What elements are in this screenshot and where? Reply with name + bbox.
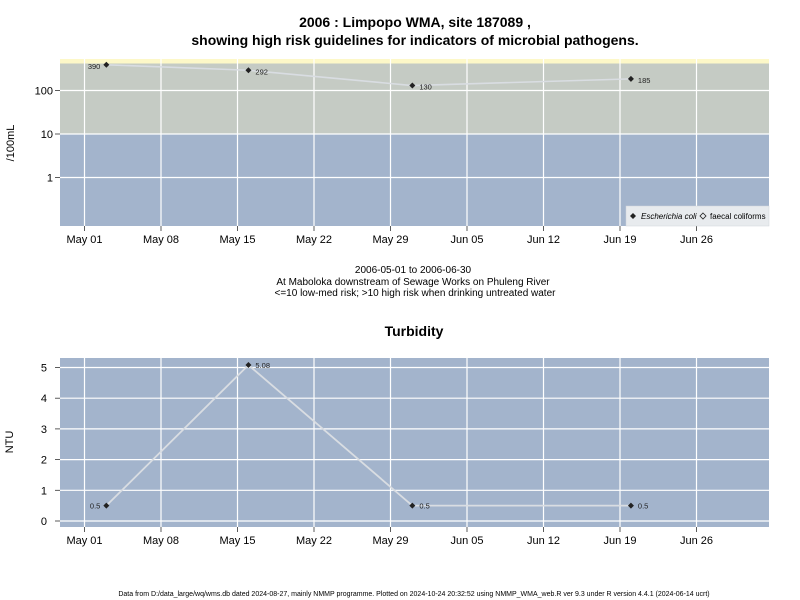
turbidity-data-label-3: 0.5 bbox=[638, 502, 648, 511]
turbidity-panel: 0 1 2 3 4 5 May 01 May 08 May 15 May 22 May 29 Jun… bbox=[4, 358, 769, 547]
microbial-legend: Escherichia coli faecal coliforms bbox=[625, 205, 770, 227]
high-risk-band bbox=[60, 63, 769, 134]
turbidity-point-1 bbox=[245, 362, 252, 369]
microbial-xtick-label-6: Jun 12 bbox=[527, 234, 560, 246]
footer-note: Data from D:/data_large/wq/wms.db dated … bbox=[118, 591, 709, 598]
microbial-xtick-label-4: May 29 bbox=[372, 234, 408, 246]
ecoli-point-1 bbox=[245, 67, 252, 74]
microbial-xtick-label-7: Jun 19 bbox=[603, 234, 636, 246]
ecoli-point-0 bbox=[103, 61, 110, 68]
turbidity-line bbox=[105, 363, 631, 507]
microbial-xtick-label-8: Jun 26 bbox=[680, 234, 713, 246]
caption-risk-note: <=10 low-med risk; >10 high risk when dr… bbox=[275, 288, 557, 299]
caption-location: At Maboloka downstream of Sewage Works o… bbox=[276, 277, 550, 288]
turbidity-title: Turbidity bbox=[385, 323, 444, 339]
turbidity-y-axis: 0 1 2 3 4 5 bbox=[41, 363, 60, 528]
turbidity-gridlines bbox=[60, 358, 769, 527]
turbidity-ytick-label-2: 2 bbox=[41, 455, 47, 467]
turbidity-xtick-label-4: May 29 bbox=[372, 535, 408, 547]
microbial-xtick-label-1: May 08 bbox=[143, 234, 179, 246]
turbidity-point-3 bbox=[627, 502, 634, 509]
turbidity-xtick-label-8: Jun 26 bbox=[680, 535, 713, 547]
turbidity-ytick-label-5: 5 bbox=[41, 363, 47, 375]
turbidity-data-label-2: 0.5 bbox=[419, 502, 429, 511]
turbidity-xtick-label-1: May 08 bbox=[143, 535, 179, 547]
ecoli-data-label-1: 292 bbox=[255, 67, 268, 76]
microbial-xtick-label-5: Jun 05 bbox=[450, 234, 483, 246]
microbial-y-axis-label: /100mL bbox=[5, 125, 17, 162]
legend-faecal-marker-icon bbox=[699, 212, 707, 220]
turbidity-data-label-0: 0.5 bbox=[90, 502, 100, 511]
unmeasured-band bbox=[60, 59, 769, 64]
turbidity-ytick-label-0: 0 bbox=[41, 516, 47, 528]
turbidity-ytick-label-3: 3 bbox=[41, 424, 47, 436]
turbidity-ytick-label-1: 1 bbox=[41, 485, 47, 497]
legend-ecoli-label: Escherichia coli bbox=[641, 212, 697, 221]
ecoli-point-3 bbox=[627, 75, 634, 82]
legend-faecal-label: faecal coliforms bbox=[710, 212, 766, 221]
ecoli-point-2 bbox=[409, 82, 416, 89]
turbidity-point-2 bbox=[409, 502, 416, 509]
microbial-xtick-label-0: May 01 bbox=[66, 234, 102, 246]
turbidity-xtick-label-0: May 01 bbox=[66, 535, 102, 547]
microbial-xtick-label-2: May 15 bbox=[219, 234, 255, 246]
ecoli-data-label-2: 130 bbox=[419, 83, 432, 92]
ecoli-line bbox=[106, 63, 631, 87]
main-title-line1: 2006 : Limpopo WMA, site 187089 , bbox=[299, 14, 531, 30]
legend-box bbox=[625, 205, 770, 227]
turbidity-plot-area bbox=[60, 358, 769, 527]
turbidity-xtick-label-7: Jun 19 bbox=[603, 535, 636, 547]
microbial-panel: 1 10 100 May 01 May 08 May 15 May 22 May 29 Jun… bbox=[5, 59, 770, 246]
turbidity-data-label-1: 5.08 bbox=[255, 361, 270, 370]
microbial-gridlines bbox=[60, 59, 769, 226]
microbial-xtick-label-3: May 22 bbox=[296, 234, 332, 246]
turbidity-x-axis: May 01 May 08 May 15 May 22 May 29 Jun 05 Jun … bbox=[66, 527, 713, 547]
turbidity-xtick-label-6: Jun 12 bbox=[527, 535, 560, 547]
main-title-line2: showing high risk guidelines for indicat… bbox=[191, 32, 638, 48]
ecoli-series: 390 292 130 185 bbox=[88, 61, 651, 92]
turbidity-xtick-label-3: May 22 bbox=[296, 535, 332, 547]
microbial-ytick-label-2: 100 bbox=[35, 86, 53, 98]
microbial-y-axis: 1 10 100 bbox=[35, 86, 60, 185]
microbial-ytick-label-0: 1 bbox=[47, 173, 53, 185]
microbial-ytick-label-1: 10 bbox=[41, 129, 53, 141]
caption-date-range: 2006-05-01 to 2006-06-30 bbox=[355, 265, 472, 276]
turbidity-xtick-label-5: Jun 05 bbox=[450, 535, 483, 547]
turbidity-ytick-label-4: 4 bbox=[41, 393, 47, 405]
microbial-x-axis: May 01 May 08 May 15 May 22 May 29 Jun 05 Jun … bbox=[66, 226, 713, 246]
legend-ecoli-marker-icon bbox=[630, 213, 636, 219]
turbidity-y-axis-label: NTU bbox=[4, 431, 16, 454]
turbidity-xtick-label-2: May 15 bbox=[219, 535, 255, 547]
ecoli-data-label-0: 390 bbox=[88, 62, 101, 71]
turbidity-point-0 bbox=[103, 502, 110, 509]
turbidity-series: 0.5 5.08 0.5 0.5 bbox=[90, 361, 648, 511]
ecoli-data-label-3: 185 bbox=[638, 76, 651, 85]
